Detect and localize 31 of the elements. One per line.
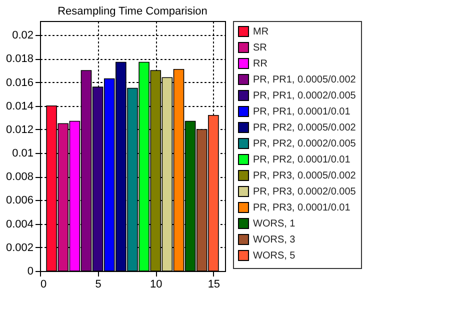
y-tick-label: 0.004 [6, 218, 34, 230]
x-tick-label: 5 [95, 278, 102, 290]
y-tick-label: 0.006 [6, 194, 34, 207]
x-tick-label: 10 [150, 278, 162, 290]
y-tick-label: 0.018 [6, 53, 34, 66]
legend-label: WORS, 1 [253, 218, 296, 230]
y-tick-label: 0.016 [6, 76, 34, 89]
y-tick-label: 0 [27, 266, 34, 278]
legend-label: SR [253, 42, 267, 54]
legend-label: WORS, 5 [253, 250, 296, 262]
legend-label: PR, PR3, 0.0005/0.002 [253, 170, 356, 182]
legend-label: WORS, 3 [253, 234, 296, 246]
legend-label: RR [253, 58, 268, 70]
legend-label: PR, PR1, 0.0001/0.01 [253, 106, 351, 118]
legend-label: PR, PR3, 0.0002/0.005 [253, 186, 356, 198]
legend-label: PR, PR2, 0.0005/0.002 [253, 122, 356, 134]
legend-label: PR, PR1, 0.0005/0.002 [253, 74, 356, 86]
chart-title: Resampling Time Comparision [58, 6, 208, 18]
y-tick-label: 0.008 [6, 171, 34, 184]
y-tick-label: 0.02 [12, 30, 34, 42]
y-tick-label: 0.012 [6, 124, 34, 136]
legend-label: PR, PR1, 0.0002/0.005 [253, 90, 356, 102]
legend-label: MR [253, 26, 269, 38]
y-tick-label: 0.002 [6, 242, 34, 254]
y-tick-label: 0.01 [12, 148, 34, 160]
legend-label: PR, PR3, 0.0001/0.01 [253, 202, 351, 214]
x-tick-label: 15 [208, 278, 220, 290]
legend-label: PR, PR2, 0.0002/0.005 [253, 138, 356, 150]
legend-label: PR, PR2, 0.0001/0.01 [253, 154, 351, 166]
y-tick-label: 0.014 [6, 100, 34, 112]
x-tick-label: 0 [40, 278, 47, 290]
